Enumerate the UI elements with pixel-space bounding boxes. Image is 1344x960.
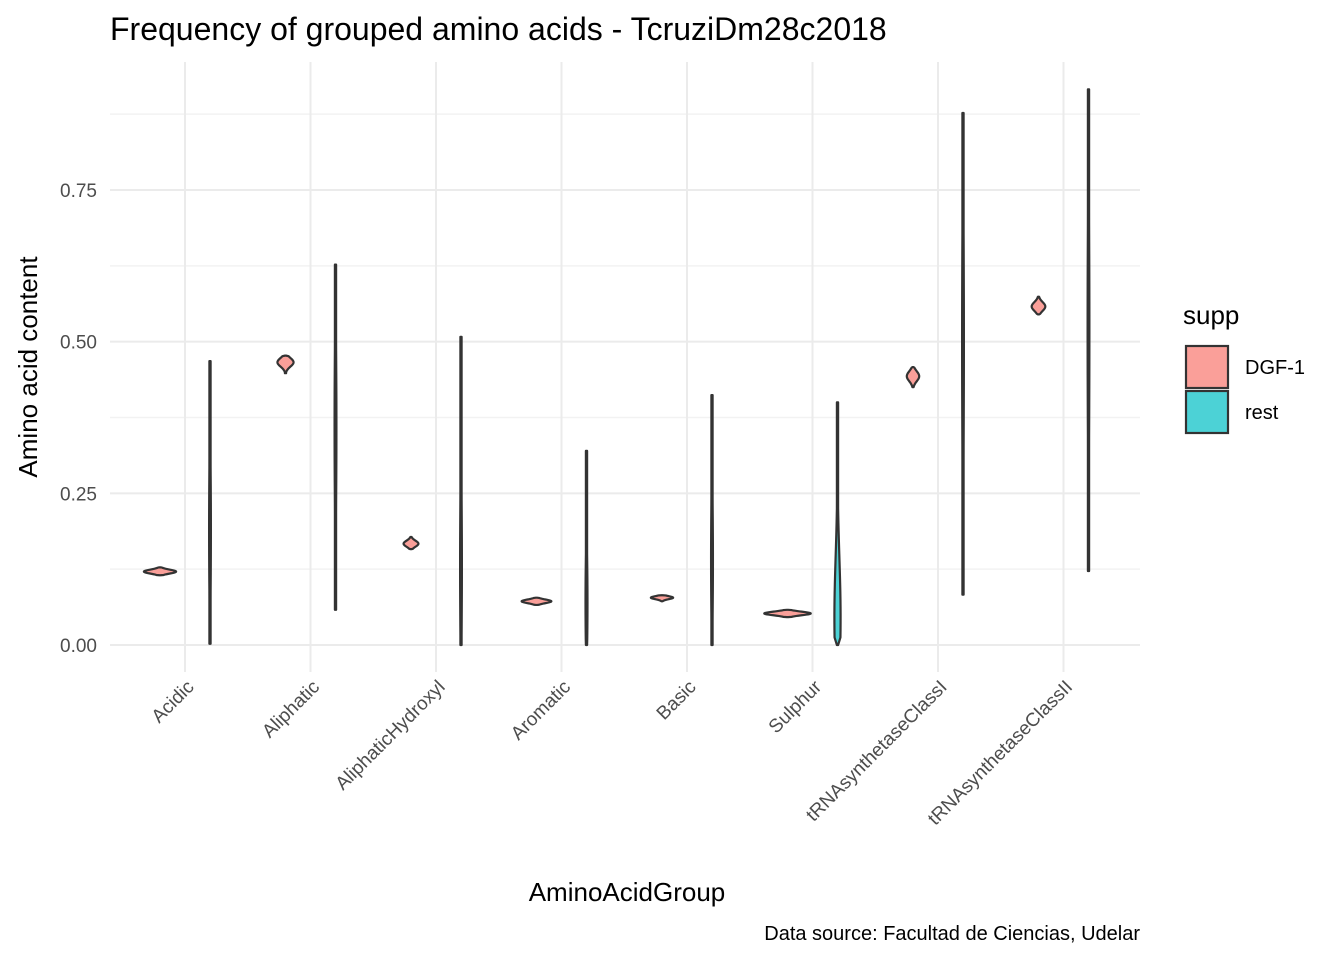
y-tick-label: 0.50 [60,333,97,354]
legend-key-rest [1184,389,1230,435]
violin-dgf-1-trnasynthetaseclassii [1030,295,1047,316]
y-tick-label: 0.00 [60,636,97,657]
legend: supp DGF-1 rest [1183,300,1305,435]
violin-dgf-1-trnasynthetaseclassi [905,366,921,389]
violin-rest-trnasynthetaseclassi [961,111,965,596]
violin-rest-sulphur [833,401,842,647]
violin-dgf-1-basic [649,594,675,603]
violin-dgf-1-aromatic [520,596,553,607]
x-tick-label: Aromatic [507,677,575,745]
violin-dgf-1-acidic [142,566,178,577]
violin-rest-aromatic [584,449,589,647]
x-tick-label: AliphaticHydroxyl [332,677,450,795]
legend-label: rest [1245,402,1279,424]
violin-rest-basic [709,393,715,647]
grid [110,62,1140,672]
violin-rest-aliphatic [333,263,338,611]
legend-label: DGF-1 [1245,357,1305,379]
violin-dgf-1-sulphur [763,608,812,619]
violin-rest-trnasynthetaseclassii [1086,88,1091,573]
y-tick-label: 0.75 [60,181,97,202]
x-axis-ticks: Acidic Aliphatic AliphaticHydroxyl Aromatic… [148,676,1077,829]
violin-dgf-1-aliphatichydroxyl [402,535,420,551]
x-tick-label: tRNAsynthetaseClassI [802,677,951,826]
x-axis-title: AminoAcidGroup [529,877,726,907]
caption: Data source: Facultad de Ciencias, Udela… [764,923,1140,945]
x-tick-label: Acidic [148,677,199,728]
y-axis-title: Amino acid content [13,256,43,478]
legend-key-dgf-1 [1184,344,1230,390]
y-tick-label: 0.25 [60,484,97,505]
x-tick-label: Sulphur [765,676,827,738]
violin-rest-acidic [208,359,212,645]
legend-title: supp [1183,300,1239,330]
violin-dgf-1-aliphatic [276,354,295,375]
x-tick-label: Aliphatic [258,677,324,743]
violins [142,88,1091,647]
x-tick-label: tRNAsynthetaseClassII [924,677,1077,830]
violin-rest-aliphatichydroxyl [459,335,463,647]
chart-title: Frequency of grouped amino acids - Tcruz… [110,11,887,47]
y-axis-ticks: 0.00 0.25 0.50 0.75 [60,181,97,657]
x-tick-label: Basic [653,677,701,725]
